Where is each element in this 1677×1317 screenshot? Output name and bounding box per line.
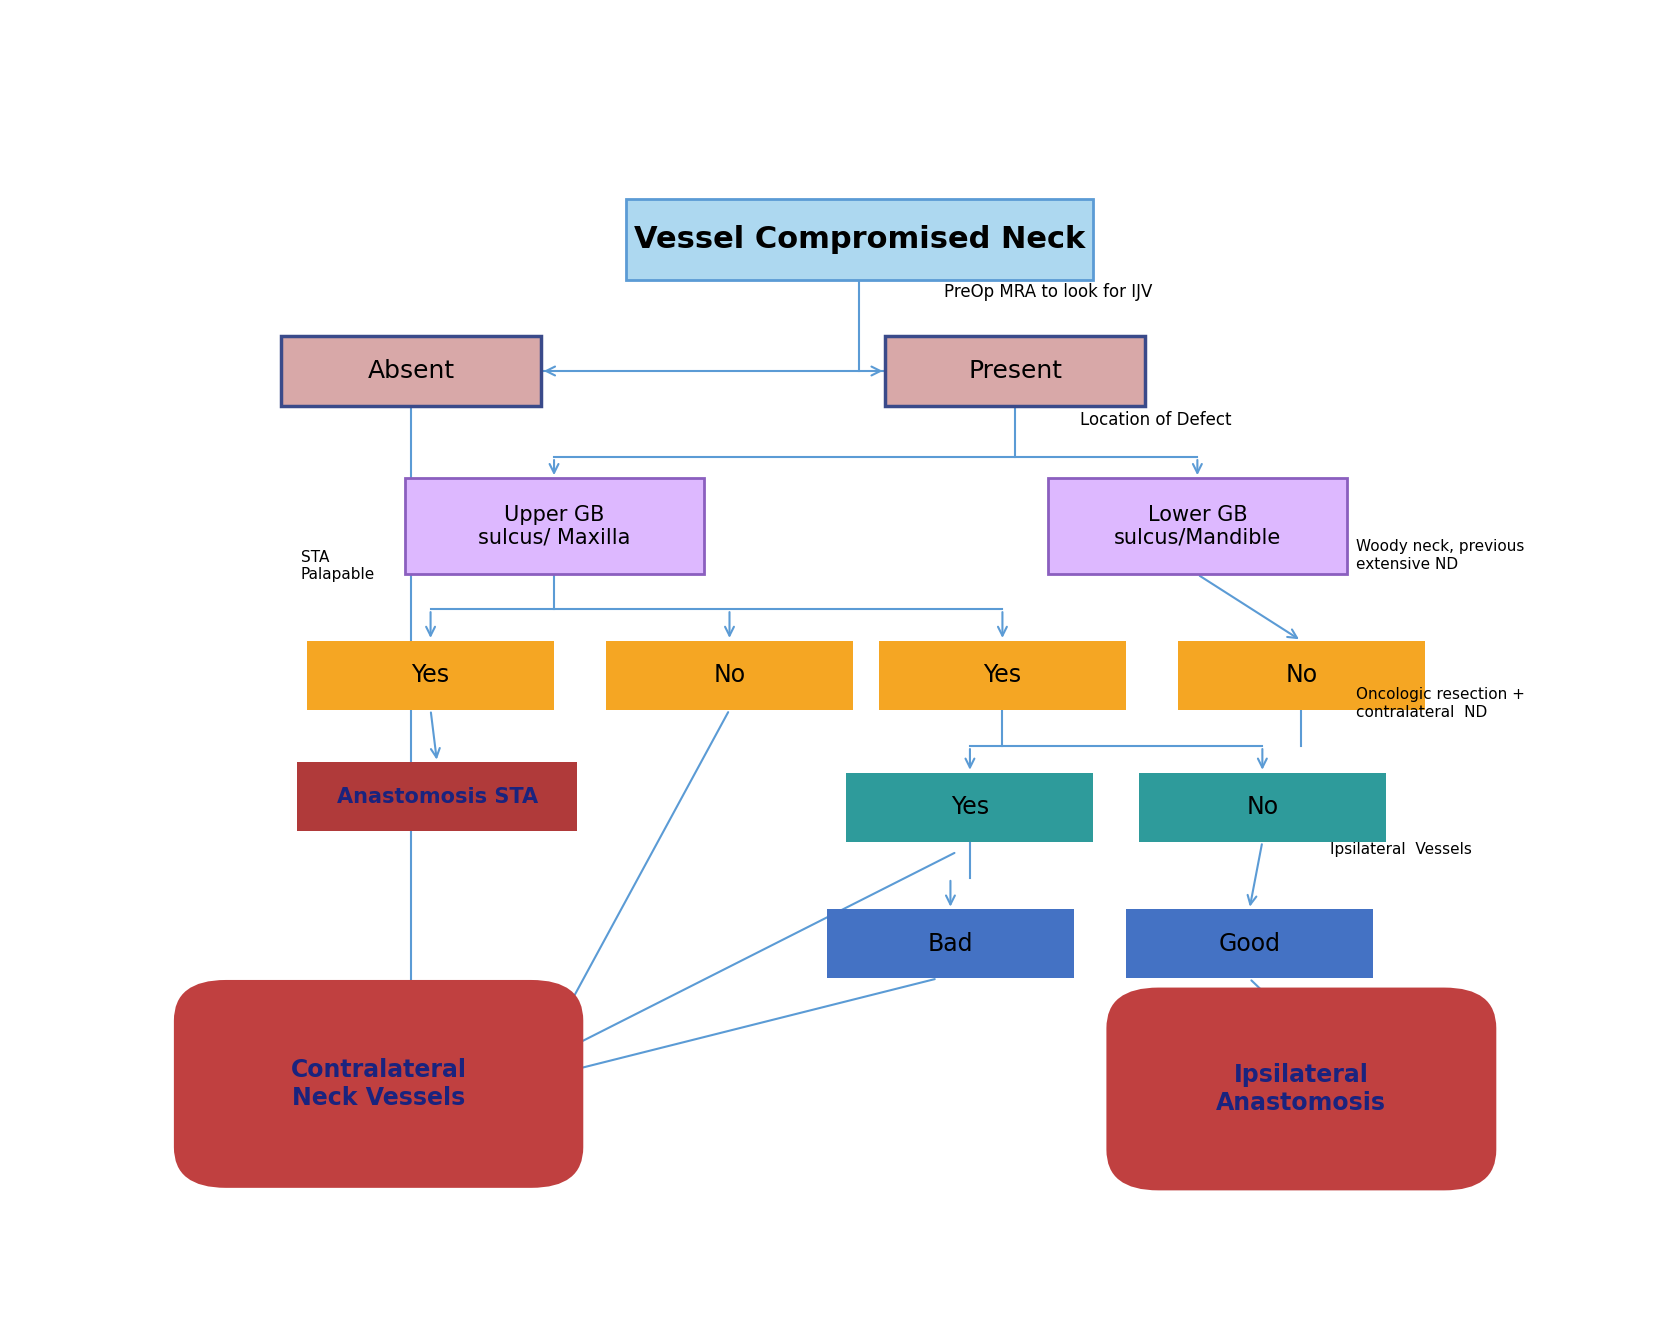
Text: Location of Defect: Location of Defect [1080, 411, 1233, 428]
Text: Upper GB
sulcus/ Maxilla: Upper GB sulcus/ Maxilla [478, 504, 631, 548]
FancyBboxPatch shape [404, 478, 703, 574]
FancyBboxPatch shape [885, 336, 1145, 407]
Text: Yes: Yes [983, 664, 1021, 687]
FancyBboxPatch shape [847, 773, 1093, 842]
Text: PreOp MRA to look for IJV: PreOp MRA to look for IJV [944, 283, 1152, 300]
FancyBboxPatch shape [1048, 478, 1347, 574]
Text: STA
Palapable: STA Palapable [300, 549, 376, 582]
FancyBboxPatch shape [879, 641, 1125, 710]
Text: No: No [1246, 795, 1278, 819]
Text: Bad: Bad [927, 932, 973, 956]
FancyBboxPatch shape [282, 336, 542, 407]
Text: Woody neck, previous
extensive ND: Woody neck, previous extensive ND [1357, 540, 1524, 572]
Text: Lower GB
sulcus/Mandible: Lower GB sulcus/Mandible [1114, 504, 1281, 548]
FancyBboxPatch shape [1139, 773, 1385, 842]
Text: Good: Good [1219, 932, 1280, 956]
Text: Present: Present [968, 360, 1063, 383]
FancyBboxPatch shape [827, 910, 1073, 979]
Text: Ipsilateral  Vessels: Ipsilateral Vessels [1330, 842, 1472, 857]
Text: Vessel Compromised Neck: Vessel Compromised Neck [634, 225, 1085, 254]
Text: Absent: Absent [367, 360, 454, 383]
Text: Oncologic resection +
contralateral  ND: Oncologic resection + contralateral ND [1357, 687, 1524, 720]
Text: Contralateral
Neck Vessels: Contralateral Neck Vessels [290, 1058, 466, 1110]
FancyBboxPatch shape [174, 980, 584, 1188]
Text: Yes: Yes [951, 795, 989, 819]
FancyBboxPatch shape [1107, 988, 1496, 1191]
Text: Anastomosis STA: Anastomosis STA [337, 788, 538, 807]
FancyBboxPatch shape [297, 763, 577, 831]
FancyBboxPatch shape [1177, 641, 1425, 710]
FancyBboxPatch shape [1125, 910, 1373, 979]
FancyBboxPatch shape [307, 641, 553, 710]
Text: No: No [713, 664, 746, 687]
FancyBboxPatch shape [605, 641, 854, 710]
Text: Yes: Yes [411, 664, 449, 687]
Text: No: No [1285, 664, 1318, 687]
FancyBboxPatch shape [626, 199, 1093, 279]
Text: Ipsilateral
Anastomosis: Ipsilateral Anastomosis [1216, 1063, 1387, 1115]
